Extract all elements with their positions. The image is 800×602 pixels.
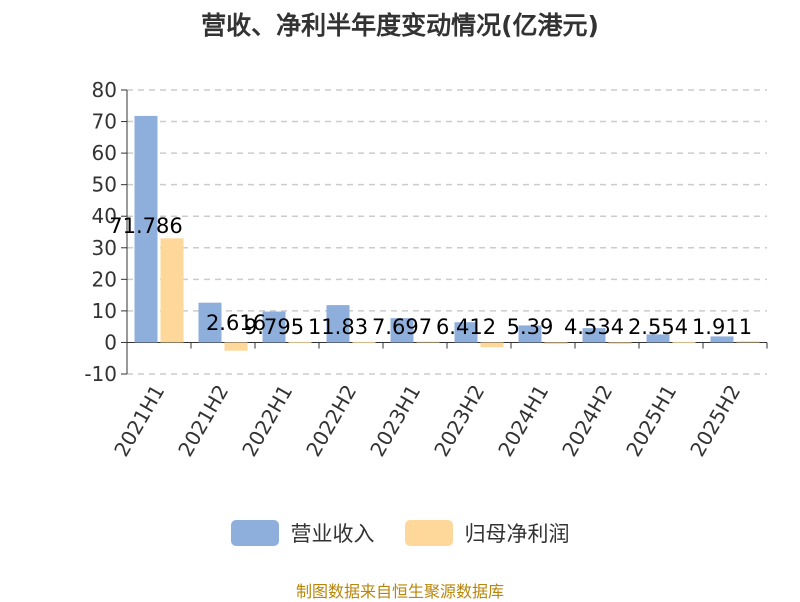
bars — [134, 115, 760, 351]
legend-label-net-profit: 归母净利润 — [464, 522, 570, 546]
bar-revenue — [710, 336, 734, 343]
x-tick-label: 2024H2 — [557, 381, 617, 461]
bar-revenue — [262, 311, 286, 343]
data-label-revenue: 7.697 — [372, 315, 432, 339]
bar-revenue — [198, 302, 222, 343]
legend-label-revenue: 营业收入 — [290, 522, 375, 546]
bar-net-profit — [288, 341, 312, 343]
y-tick-label: 70 — [92, 110, 117, 134]
data-label-revenue: 11.83 — [308, 315, 368, 339]
legend-item-net-profit[interactable]: 归母净利润 — [404, 518, 570, 548]
bar-net-profit — [352, 341, 376, 343]
bar-revenue — [454, 322, 478, 343]
grid-lines — [127, 89, 767, 375]
bar-net-profit — [160, 238, 184, 343]
bar-revenue — [326, 305, 350, 343]
source-footer: 制图数据来自恒生聚源数据库 — [295, 582, 504, 601]
bar-revenue — [134, 115, 158, 343]
bar-net-profit — [544, 342, 568, 345]
y-tick-label: -10 — [84, 362, 117, 386]
bar-net-profit — [672, 341, 696, 343]
bar-revenue — [390, 318, 414, 343]
x-tick-label: 2021H2 — [173, 381, 233, 461]
y-tick-label: 0 — [104, 330, 117, 354]
legend-swatch-net-profit — [404, 520, 453, 546]
x-tick-label: 2022H2 — [301, 381, 361, 461]
bar-net-profit — [480, 342, 504, 348]
y-tick-label: 80 — [92, 78, 117, 102]
data-label-revenue: 71.786 — [109, 214, 182, 238]
chart-title: 营收、净利半年度变动情况(亿港元) — [201, 11, 599, 40]
bar-net-profit — [736, 341, 760, 343]
x-tick-label: 2022H1 — [237, 381, 297, 461]
data-label-revenue: 5.39 — [507, 315, 554, 339]
bar-revenue — [582, 328, 606, 343]
bar-net-profit — [224, 342, 248, 351]
data-label-revenue: 4.534 — [564, 315, 624, 339]
data-label-revenue: 9.795 — [244, 315, 304, 339]
data-label-net-profit: 2.616 — [206, 311, 266, 335]
bar-revenue — [518, 325, 542, 343]
y-tick-label: 20 — [92, 267, 117, 291]
x-tick-label: 2024H1 — [493, 381, 553, 461]
y-tick-label: 60 — [92, 141, 117, 165]
legend-swatch-revenue — [230, 520, 279, 546]
x-tick-label: 2025H1 — [621, 381, 681, 461]
data-label-revenue: 6.412 — [436, 315, 496, 339]
legend: 营业收入 归母净利润 — [0, 518, 800, 548]
legend-item-revenue[interactable]: 营业收入 — [230, 518, 375, 548]
y-tick-label: 50 — [92, 173, 117, 197]
y-tick-label: 30 — [92, 236, 117, 260]
y-tick-label: 40 — [92, 204, 117, 228]
bar-net-profit — [416, 341, 440, 343]
x-tick-label: 2023H2 — [429, 381, 489, 461]
bar-revenue — [646, 334, 670, 343]
data-label-revenue: 1.911 — [692, 315, 752, 339]
x-tick-label: 2023H1 — [365, 381, 425, 461]
x-tick-label: 2025H2 — [685, 381, 745, 461]
bar-net-profit — [608, 342, 632, 345]
x-tick-label: 2021H1 — [109, 381, 169, 461]
data-label-revenue: 2.554 — [628, 315, 688, 339]
y-tick-label: 10 — [92, 299, 117, 323]
